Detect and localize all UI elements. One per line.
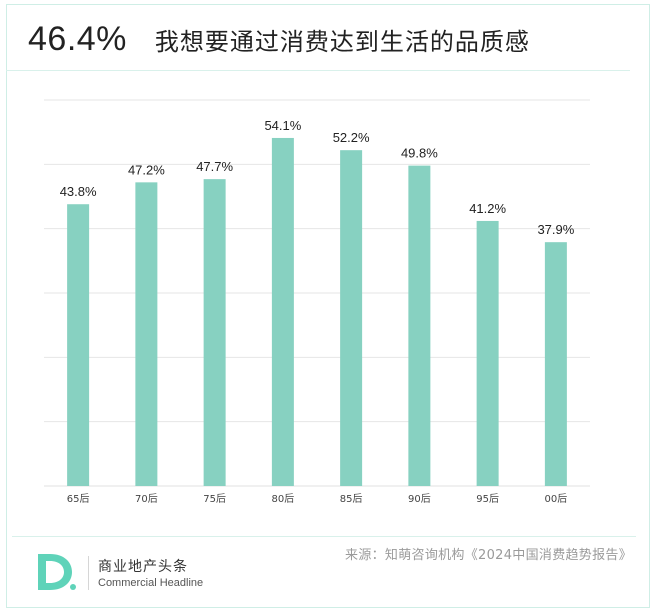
chart-card: [6, 4, 650, 608]
value-label: 41.2%: [469, 201, 506, 216]
bar-chart: 43.8% 47.2% 47.7% 54.1% 52.2% 49.8% 41.2% 37.9%…: [44, 99, 590, 505]
bar-70后: [135, 182, 158, 486]
bar-00后: [544, 242, 567, 486]
bar-75后: [203, 179, 226, 486]
brand-divider: [88, 556, 89, 590]
header-divider: [6, 70, 630, 71]
headline-title: 我想要通过消费达到生活的品质感: [154, 27, 530, 56]
x-tick-label: 00后: [545, 493, 568, 505]
x-tick-label: 70后: [135, 493, 158, 505]
chart-header: 46.4% 我想要通过消费达到生活的品质感: [28, 14, 530, 64]
headline-percent: 46.4%: [28, 19, 127, 58]
value-label: 37.9%: [537, 222, 574, 237]
value-label: 43.8%: [60, 184, 97, 199]
x-tick-label: 80后: [272, 493, 295, 505]
x-tick-label: 90后: [408, 493, 431, 505]
x-tick-labels: 65后 70后 75后 80后 85后 90后 95后 00后: [67, 493, 567, 505]
x-tick-label: 95后: [476, 493, 499, 505]
brand-name-cn: 商业地产头条: [98, 559, 188, 575]
x-tick-label: 85后: [340, 493, 363, 505]
bar-85后: [340, 150, 363, 486]
bar-65后: [67, 204, 90, 486]
bar-90后: [408, 165, 431, 486]
bar-80后: [271, 137, 294, 486]
brand-logo-icon: [38, 554, 76, 590]
value-labels: 43.8% 47.2% 47.7% 54.1% 52.2% 49.8% 41.2% 37.9%: [60, 118, 575, 237]
footer-divider: [12, 536, 636, 537]
value-label: 52.2%: [333, 130, 370, 145]
value-label: 54.1%: [264, 118, 301, 133]
value-label: 49.8%: [401, 146, 438, 161]
source-note: 来源：知萌咨询机构《2024中国消费趋势报告》: [345, 548, 632, 563]
bars: [67, 137, 567, 487]
x-tick-label: 75后: [203, 493, 226, 505]
value-label: 47.7%: [196, 159, 233, 174]
x-tick-label: 65后: [67, 493, 90, 505]
bar-95后: [476, 220, 499, 487]
grid-lines: [44, 99, 590, 487]
brand-name-en: Commercial Headline: [98, 577, 204, 589]
value-label: 47.2%: [128, 162, 165, 177]
